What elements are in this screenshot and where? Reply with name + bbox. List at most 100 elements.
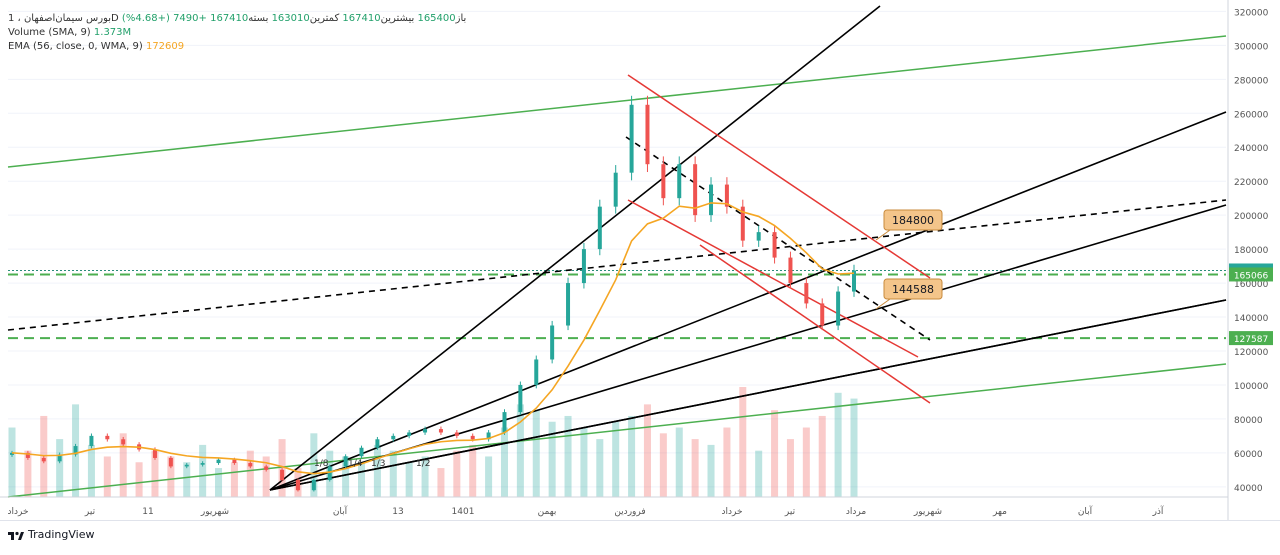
- candle-body: [311, 480, 316, 491]
- candle-body: [295, 480, 300, 491]
- fan-line-1: [269, 5, 881, 491]
- candle-body: [105, 435, 110, 440]
- symbol-label[interactable]: بورس سیمان‌اصفهان ، 1D: [8, 13, 119, 24]
- candle-body: [121, 439, 126, 445]
- candle-body: [10, 452, 14, 455]
- candle-body: [804, 283, 809, 304]
- volume-bar: [358, 462, 366, 497]
- bottom-divider: [0, 520, 1280, 521]
- volume-bar: [755, 450, 763, 497]
- candle-body: [597, 206, 602, 250]
- x-tick-label: 11: [142, 507, 153, 517]
- x-tick-label: خرداد: [7, 507, 28, 517]
- x-tick-label: آبان: [333, 505, 348, 517]
- callout-label: 184800: [892, 214, 934, 227]
- candle-body: [645, 104, 650, 165]
- y-tick-label: 220000: [1234, 178, 1269, 188]
- volume-bar: [802, 427, 810, 497]
- candle-body: [343, 456, 348, 467]
- green-trend-line-upper: [7, 35, 1227, 168]
- fib-label: 1/4: [348, 459, 363, 469]
- candle-body: [518, 384, 523, 413]
- x-tick-label: شهریور: [200, 507, 229, 517]
- candle-body: [693, 164, 698, 216]
- x-tick-label: شهریور: [913, 507, 942, 517]
- volume-bar: [612, 421, 620, 497]
- volume-bar: [580, 427, 588, 497]
- ema-value: 172609: [145, 41, 185, 52]
- candle-body: [566, 283, 571, 326]
- y-tick-label: 100000: [1234, 382, 1269, 392]
- ema-label: EMA (56, close, 0, WMA, 9): [8, 41, 143, 52]
- candle-body: [836, 291, 841, 326]
- y-tick-label: 280000: [1234, 76, 1269, 86]
- volume-bar: [453, 450, 461, 497]
- y-tick-label: 80000: [1234, 416, 1263, 426]
- volume-bar: [405, 462, 413, 497]
- volume-bar: [262, 456, 270, 497]
- candle-body: [359, 447, 364, 457]
- candle-body: [486, 432, 491, 440]
- volume-value: 1.373M: [93, 27, 132, 38]
- candle-body: [550, 325, 555, 360]
- volume-bar: [596, 439, 604, 497]
- tradingview-brand[interactable]: TradingView: [8, 528, 94, 541]
- price-label-text: 127587: [1234, 335, 1268, 345]
- price-label-box: [1229, 267, 1273, 282]
- volume-bar: [564, 415, 572, 497]
- y-tick-label: 200000: [1234, 212, 1269, 222]
- volume-bar: [469, 444, 477, 497]
- volume-bar: [183, 462, 191, 497]
- volume-label: Volume (SMA, 9): [8, 27, 91, 38]
- dashed-trend-line: [7, 199, 1227, 331]
- candle-body: [25, 452, 30, 458]
- legend-ema-row[interactable]: EMA (56, close, 0, WMA, 9) 172609: [8, 40, 466, 54]
- volume-bar: [389, 450, 397, 497]
- price-label-text: 165066: [1234, 271, 1269, 281]
- callout-box: [883, 209, 943, 231]
- candle-body: [724, 184, 729, 207]
- fib-label: 1/2: [416, 459, 430, 469]
- candle-body: [41, 457, 46, 462]
- y-tick-label: 300000: [1234, 42, 1269, 52]
- candle-body: [57, 454, 62, 462]
- callout-184800: 184800: [875, 209, 943, 241]
- callout-144588: 144588: [875, 278, 943, 310]
- candle-body: [407, 432, 412, 436]
- x-tick-label: مهر: [992, 507, 1007, 517]
- volume-bar: [167, 456, 175, 497]
- candle-body: [756, 232, 761, 241]
- candle-body: [375, 439, 380, 448]
- volume-bar: [421, 456, 429, 497]
- volume-bar: [786, 439, 794, 497]
- open-value: 165400: [417, 13, 456, 24]
- volume-bar: [103, 456, 111, 497]
- fan-line-lower: [269, 299, 1227, 491]
- volume-bar: [119, 433, 127, 497]
- candle-body: [740, 206, 745, 241]
- y-tick-label: 180000: [1234, 246, 1269, 256]
- green-trend-line-lower: [7, 363, 1227, 498]
- y-tick-label: 320000: [1234, 8, 1269, 18]
- y-tick-label: 60000: [1234, 450, 1263, 460]
- candle-body: [423, 429, 428, 433]
- volume-bar: [87, 444, 95, 497]
- volume-bar: [818, 415, 826, 497]
- candle-body: [89, 435, 94, 447]
- legend: بورس سیمان‌اصفهان ، 1D باز165400 بیشترین…: [8, 12, 466, 54]
- y-tick-label: 40000: [1234, 484, 1263, 494]
- candle-body: [581, 249, 586, 284]
- candle-body: [184, 464, 189, 467]
- candle-body: [232, 459, 237, 464]
- volume-bar: [659, 433, 667, 497]
- x-tick-label: مرداد: [846, 507, 866, 517]
- candle-body: [248, 463, 253, 467]
- volume-bar: [215, 468, 223, 497]
- volume-bar: [850, 398, 858, 497]
- fib-label: 1/8: [314, 459, 329, 469]
- candle-body: [470, 435, 475, 440]
- legend-volume-row[interactable]: Volume (SMA, 9) 1.373M: [8, 26, 466, 40]
- candle-body: [73, 446, 78, 455]
